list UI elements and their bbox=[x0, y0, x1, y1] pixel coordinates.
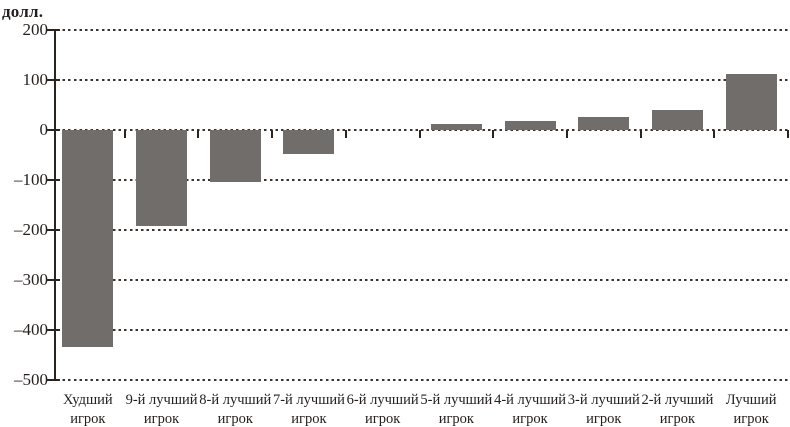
y-axis-tick bbox=[46, 279, 60, 281]
y-axis-tick bbox=[46, 379, 60, 381]
bar-10 bbox=[725, 74, 777, 130]
gridline--300 bbox=[57, 279, 788, 281]
y-axis-tick bbox=[46, 79, 60, 81]
y-axis-tick bbox=[46, 329, 60, 331]
x-category-label-line: игрок bbox=[733, 410, 769, 427]
bar-7 bbox=[504, 120, 556, 130]
x-category-label-line: игрок bbox=[365, 410, 401, 427]
x-category-label-line: игрок bbox=[512, 410, 548, 427]
y-tick-label: –400 bbox=[14, 320, 48, 339]
y-axis-tick bbox=[46, 29, 60, 31]
x-category-label-line: игрок bbox=[659, 410, 696, 427]
y-tick-label: 200 bbox=[22, 20, 49, 39]
x-category-label: 9-й лучший игрок bbox=[117, 391, 207, 427]
y-axis-tick bbox=[46, 229, 60, 231]
x-category-label: 3-й лучший игрок bbox=[559, 391, 649, 427]
x-category-label-line: игрок bbox=[70, 410, 106, 427]
x-category-label-line: Лучший bbox=[725, 392, 777, 408]
y-tick-label: 100 bbox=[22, 70, 49, 89]
x-axis-tick bbox=[639, 130, 642, 138]
y-tick-label: –300 bbox=[14, 270, 48, 289]
x-category-label: Худший игрок bbox=[43, 391, 133, 427]
bar-6 bbox=[430, 123, 482, 130]
y-tick-label: 0 bbox=[39, 120, 49, 139]
x-axis-tick bbox=[197, 130, 200, 138]
x-axis-tick bbox=[565, 130, 568, 138]
bar-1 bbox=[62, 130, 114, 347]
gridline-100 bbox=[57, 79, 788, 81]
x-axis-tick bbox=[123, 130, 126, 138]
x-category-label-line: игрок bbox=[291, 410, 327, 427]
gridline--500 bbox=[57, 379, 788, 381]
x-category-label-line: 2-й лучший bbox=[641, 392, 714, 408]
y-axis-tick bbox=[46, 179, 60, 181]
x-axis-tick bbox=[492, 130, 495, 138]
bar-2 bbox=[136, 130, 188, 226]
x-category-label-line: игрок bbox=[143, 410, 180, 427]
bar-3 bbox=[209, 130, 261, 182]
bar-4 bbox=[283, 130, 335, 154]
gridline--400 bbox=[57, 329, 788, 331]
x-axis-tick bbox=[787, 130, 789, 138]
x-category-label: 7-й лучший игрок bbox=[264, 391, 354, 427]
x-axis-tick bbox=[344, 130, 347, 138]
x-category-label: 5-й лучший игрок bbox=[411, 391, 501, 427]
x-category-label: Лучший игрок bbox=[706, 391, 790, 427]
x-category-label: 6-й лучший игрок bbox=[338, 391, 428, 427]
x-category-label-line: 7-й лучший bbox=[272, 392, 345, 408]
x-category-label-line: Худший bbox=[63, 392, 113, 408]
x-category-label: 4-й лучший игрок bbox=[485, 391, 575, 427]
gridline--200 bbox=[57, 229, 788, 231]
y-tick-label: –100 bbox=[14, 170, 48, 189]
gridline-200 bbox=[57, 29, 788, 31]
x-category-label-line: 4-й лучший bbox=[494, 392, 567, 408]
x-category-label-line: 5-й лучший bbox=[420, 392, 493, 408]
x-category-label: 8-й лучший игрок bbox=[190, 391, 280, 427]
x-category-label: 2-й лучший игрок bbox=[632, 391, 722, 427]
x-axis-tick bbox=[713, 130, 716, 138]
y-tick-label: –500 bbox=[14, 370, 48, 389]
y-axis-tick bbox=[46, 129, 60, 131]
bar-8 bbox=[578, 116, 630, 130]
x-category-label-line: 9-й лучший bbox=[125, 392, 198, 408]
y-tick-label: –200 bbox=[14, 220, 48, 239]
x-category-label-line: игрок bbox=[586, 410, 622, 427]
x-axis-tick bbox=[418, 130, 421, 138]
y-axis-line bbox=[54, 30, 56, 380]
y-axis-unit-label: долл. bbox=[2, 2, 44, 21]
bar-9 bbox=[651, 109, 703, 130]
x-category-label-line: игрок bbox=[438, 410, 474, 427]
x-category-label-line: 8-й лучший bbox=[199, 392, 272, 408]
x-category-label-line: 3-й лучший bbox=[567, 392, 640, 408]
gridline--100 bbox=[57, 179, 788, 181]
x-axis-tick bbox=[271, 130, 274, 138]
x-category-label-line: 6-й лучший bbox=[346, 392, 419, 408]
x-category-label-line: игрок bbox=[217, 410, 253, 427]
gridline-0 bbox=[57, 129, 788, 131]
